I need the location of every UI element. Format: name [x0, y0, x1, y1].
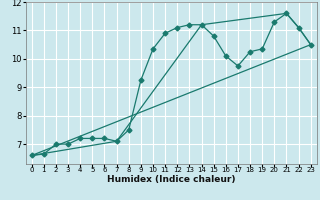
X-axis label: Humidex (Indice chaleur): Humidex (Indice chaleur) — [107, 175, 236, 184]
